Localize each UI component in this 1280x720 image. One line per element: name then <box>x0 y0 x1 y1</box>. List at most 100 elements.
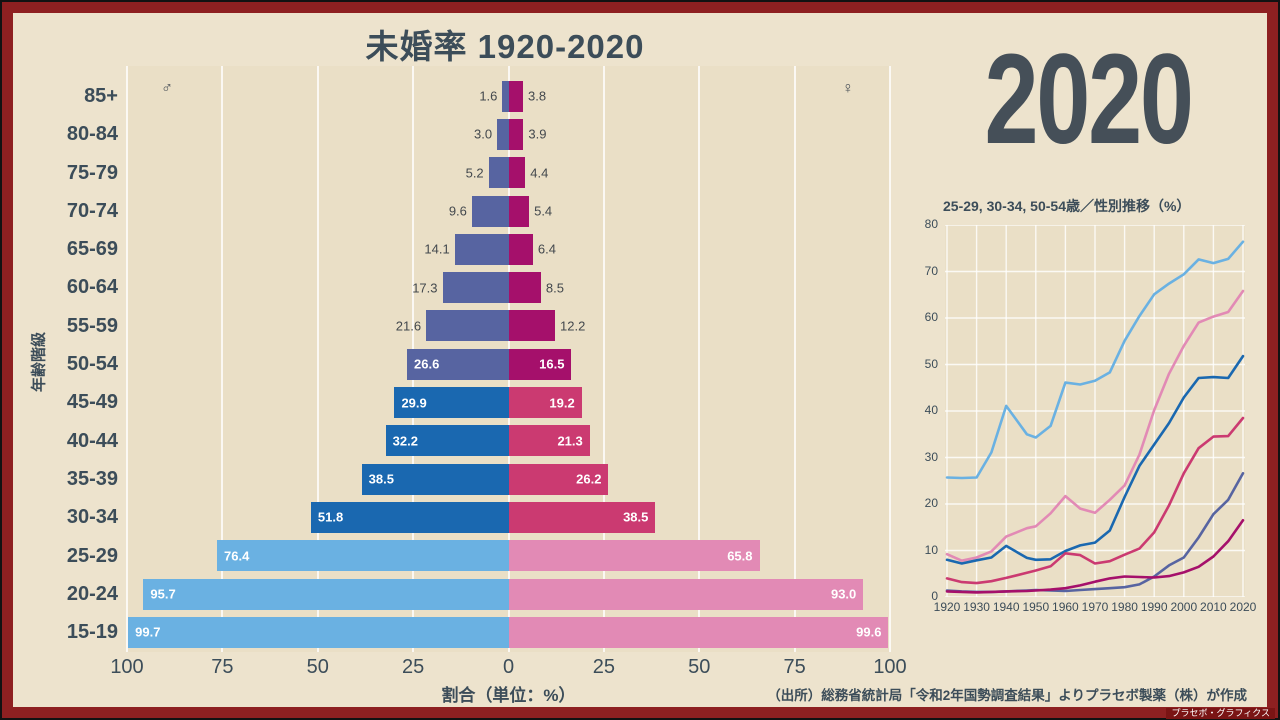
age-label-55-59: 55-59 <box>66 314 118 337</box>
trend-x-tick: 1930 <box>963 600 990 614</box>
age-label-70-74: 70-74 <box>66 199 118 222</box>
pyramid-half-male: 1.6 <box>127 77 509 115</box>
bar-female-60-64: 8.5 <box>508 272 564 304</box>
gridline <box>698 66 701 652</box>
age-label-65-69: 65-69 <box>66 238 118 261</box>
pyramid-half-male: 14.1 <box>127 230 509 268</box>
trend-y-tick: 80 <box>924 217 938 231</box>
trend-x-tick: 2020 <box>1229 600 1257 614</box>
bar-male-30-34: 51.8 <box>310 501 509 533</box>
bar-male-45-49: 29.9 <box>394 387 509 419</box>
bar-value-label: 19.2 <box>549 395 575 411</box>
trend-line-chart <box>945 225 1245 597</box>
pyramid-half-male: 17.3 <box>127 268 509 306</box>
pyramid-row-55-59: 21.6 12.2 <box>127 307 890 345</box>
age-label-40-44: 40-44 <box>66 429 118 452</box>
bar-male-70-74: 9.6 <box>449 195 509 227</box>
bar-value-label: 3.8 <box>527 88 547 104</box>
bar-female-50-54: 16.5 <box>508 348 572 380</box>
trend-x-tick: 1950 <box>1022 600 1050 614</box>
trend-y-tick: 20 <box>924 496 938 510</box>
bar-male-85+: 1.6 <box>479 80 509 112</box>
pyramid-x-tick: 50 <box>688 656 711 678</box>
bar-male-55-59: 21.6 <box>396 310 509 342</box>
pyramid-half-female: 38.5 <box>508 498 891 536</box>
trend-y-tick: 70 <box>924 263 938 278</box>
female-symbol-icon: ♀ <box>842 80 854 97</box>
age-label-30-34: 30-34 <box>66 506 118 529</box>
gridline <box>221 66 224 652</box>
age-label-45-49: 45-49 <box>66 391 118 414</box>
trend-x-tick: 2000 <box>1170 600 1198 614</box>
bar-female-15-19: 99.6 <box>508 616 889 648</box>
pyramid-half-female: 4.4 <box>508 154 891 192</box>
age-label-20-24: 20-24 <box>66 582 118 605</box>
bar-female-30-34: 38.5 <box>508 501 656 533</box>
pyramid-half-male: 26.6 <box>127 345 509 383</box>
pyramid-half-male: 21.6 <box>127 307 509 345</box>
pyramid-row-70-74: 9.6 5.4 <box>127 192 890 230</box>
trend-line <box>945 518 1245 594</box>
bar-value-label: 51.8 <box>317 509 344 525</box>
pyramid-half-female: 12.2 <box>508 307 891 345</box>
bar-value-label: 32.2 <box>392 433 418 449</box>
bar-female-85+: 3.8 <box>508 80 546 112</box>
bar-female-55-59: 12.2 <box>508 310 585 342</box>
trend-x-tick: 1970 <box>1081 600 1109 614</box>
bar-male-75-79: 5.2 <box>466 157 509 189</box>
trend-x-tick: 1940 <box>992 600 1020 614</box>
bar-value-label: 3.0 <box>473 126 493 142</box>
gridline <box>126 66 128 652</box>
bar-value-label: 5.4 <box>534 203 553 219</box>
pyramid-half-male: 95.7 <box>127 575 509 613</box>
pyramid-row-60-64: 17.3 8.5 <box>127 268 890 306</box>
bar-female-65-69: 6.4 <box>508 233 556 265</box>
pyramid-half-female: 8.5 <box>508 268 891 306</box>
pyramid-half-female: 19.2 <box>508 383 891 421</box>
bar-value-label: 99.6 <box>856 624 882 640</box>
pyramid-row-20-24: 95.7 93.0 <box>127 575 890 613</box>
pyramid-x-tick: 100 <box>110 656 144 678</box>
trend-line <box>945 289 1245 563</box>
pyramid-chart: 1.6 3.8 3.0 3.9 5.2 4.4 9.6 5.4 14.1 6.4 17.3 8.5 21… <box>126 66 891 652</box>
gridline <box>793 66 796 652</box>
age-label-60-64: 60-64 <box>66 276 118 299</box>
bar-value-label: 21.3 <box>557 433 583 449</box>
bar-female-75-79: 4.4 <box>508 157 548 189</box>
trend-chart-title: 25-29, 30-34, 50-54歳／性別推移（%） <box>943 198 1191 214</box>
age-label-80-84: 80-84 <box>66 123 118 146</box>
bar-value-label: 65.8 <box>727 548 753 564</box>
trend-y-axis-ticks: 0 10 20 30 40 50 60 70 80 <box>898 217 938 603</box>
bar-male-40-44: 32.2 <box>385 425 509 457</box>
pyramid-half-female: 3.8 <box>508 77 891 115</box>
bar-value-label: 26.6 <box>414 356 440 372</box>
bar-male-60-64: 17.3 <box>412 272 509 304</box>
age-label-35-39: 35-39 <box>66 467 118 490</box>
pyramid-x-tick: 100 <box>873 656 907 678</box>
pyramid-x-tick: 0 <box>502 656 515 678</box>
trend-x-tick: 1920 <box>933 600 961 614</box>
pyramid-x-axis-label: 割合（単位：%） <box>441 686 576 705</box>
pyramid-half-female: 26.2 <box>508 460 891 498</box>
bar-male-25-29: 76.4 <box>217 540 509 572</box>
bar-value-label: 76.4 <box>224 548 250 564</box>
pyramid-half-male: 51.8 <box>127 498 509 536</box>
watermark-credit: プラセボ・グラフィクス <box>1166 708 1275 719</box>
trend-y-tick: 10 <box>924 542 938 557</box>
pyramid-half-male: 99.7 <box>127 613 509 651</box>
trend-line <box>945 416 1245 585</box>
pyramid-row-45-49: 29.9 19.2 <box>127 383 890 421</box>
pyramid-row-35-39: 38.5 26.2 <box>127 460 890 498</box>
pyramid-x-tick: 50 <box>306 656 329 678</box>
pyramid-row-40-44: 32.2 21.3 <box>127 422 890 460</box>
pyramid-row-50-54: 26.6 16.5 <box>127 345 890 383</box>
trend-y-tick: 30 <box>924 449 938 464</box>
bar-male-65-69: 14.1 <box>424 233 509 265</box>
pyramid-half-male: 3.0 <box>127 115 509 153</box>
bar-value-label: 12.2 <box>560 318 586 334</box>
pyramid-half-female: 16.5 <box>508 345 891 383</box>
age-label-50-54: 50-54 <box>66 353 118 376</box>
pyramid-half-male: 32.2 <box>127 422 509 460</box>
bar-male-35-39: 38.5 <box>361 463 509 495</box>
pyramid-half-female: 3.9 <box>508 115 891 153</box>
